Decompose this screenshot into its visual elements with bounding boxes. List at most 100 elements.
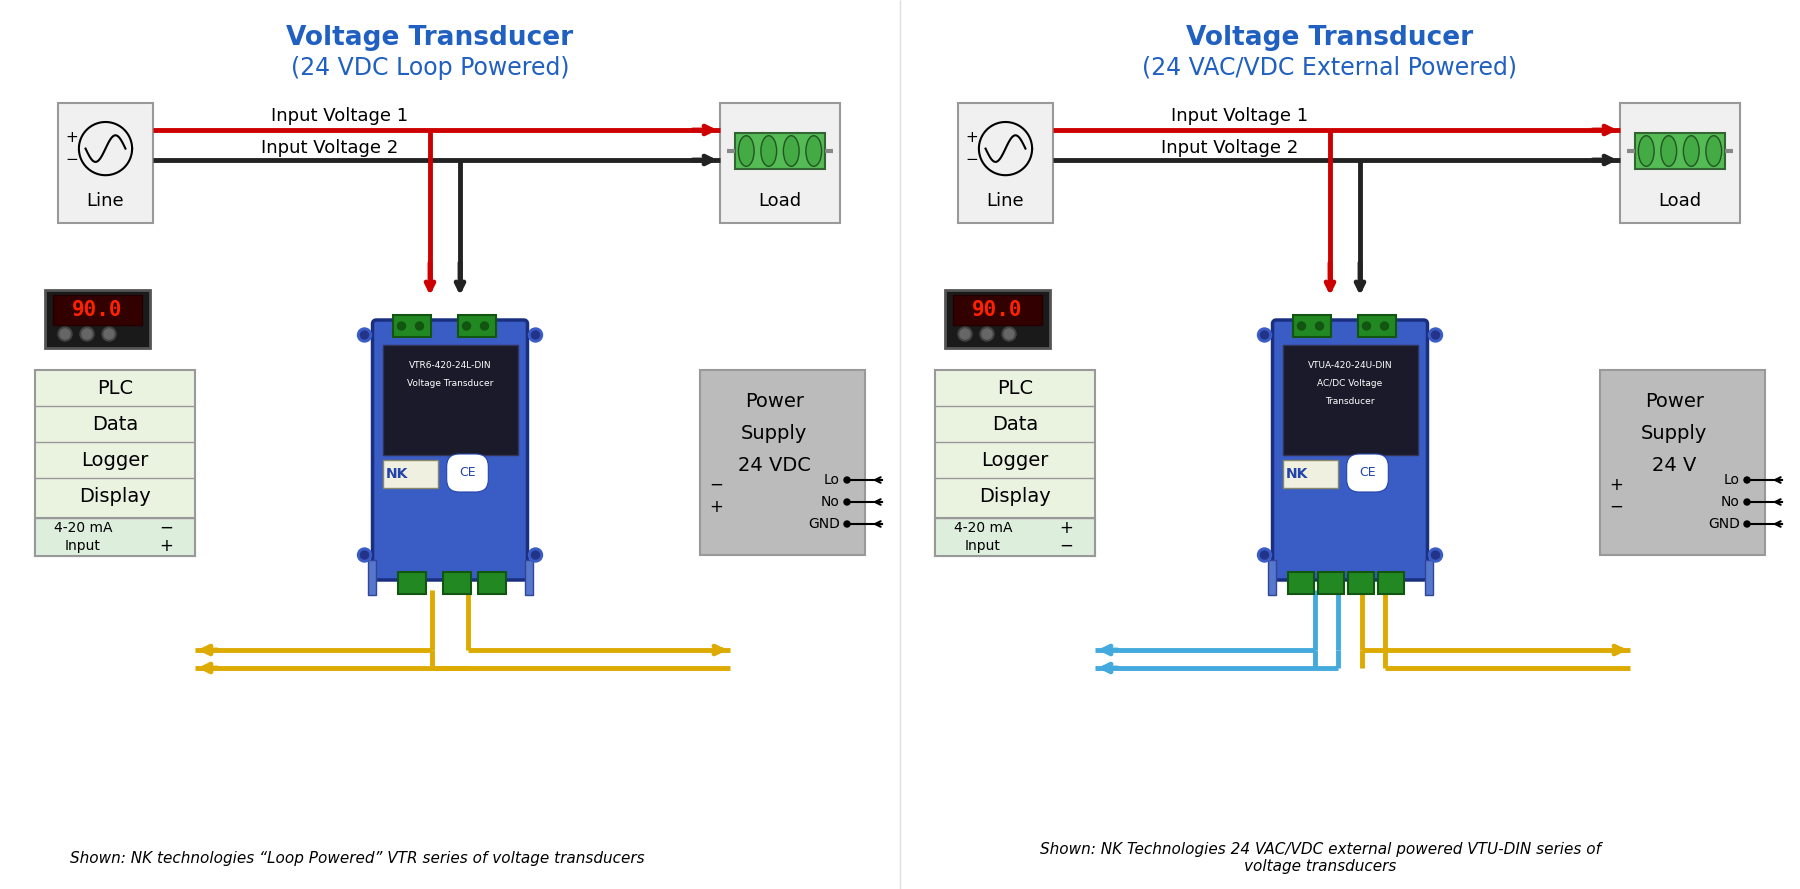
Text: No: No xyxy=(1721,495,1741,509)
Bar xyxy=(952,295,1042,325)
Text: −: − xyxy=(158,519,173,537)
Text: −: − xyxy=(65,152,77,167)
Bar xyxy=(367,560,376,595)
Circle shape xyxy=(59,329,70,339)
Ellipse shape xyxy=(761,136,776,166)
Text: −: − xyxy=(709,476,724,494)
Circle shape xyxy=(1429,328,1442,342)
Text: Shown: NK technologies “Loop Powered” VTR series of voltage transducers: Shown: NK technologies “Loop Powered” VT… xyxy=(70,851,644,866)
Text: +: + xyxy=(965,131,977,146)
Bar xyxy=(1620,103,1741,223)
Text: 4-20 mA: 4-20 mA xyxy=(54,521,112,535)
Text: Lo: Lo xyxy=(1724,473,1741,487)
Text: Line: Line xyxy=(986,192,1024,211)
Text: (24 VDC Loop Powered): (24 VDC Loop Powered) xyxy=(292,56,569,80)
Bar xyxy=(58,103,153,223)
Circle shape xyxy=(959,329,970,339)
Circle shape xyxy=(1316,322,1323,330)
Text: +: + xyxy=(1058,519,1073,537)
Circle shape xyxy=(1258,328,1271,342)
Text: 24 V: 24 V xyxy=(1652,456,1696,475)
Circle shape xyxy=(531,331,540,339)
Circle shape xyxy=(1004,329,1013,339)
Text: No: No xyxy=(821,495,841,509)
Circle shape xyxy=(1260,331,1269,339)
Text: GND: GND xyxy=(1708,517,1741,531)
Bar xyxy=(1267,560,1276,595)
Bar xyxy=(1348,572,1373,594)
Circle shape xyxy=(844,499,850,505)
Text: VTR6-420-24L-DIN: VTR6-420-24L-DIN xyxy=(409,361,491,370)
Bar xyxy=(1292,315,1330,337)
Text: +: + xyxy=(709,498,724,516)
FancyBboxPatch shape xyxy=(1273,320,1427,580)
Circle shape xyxy=(358,328,371,342)
Text: −: − xyxy=(1609,498,1624,516)
Circle shape xyxy=(1381,322,1388,330)
Bar xyxy=(392,315,430,337)
Text: Power: Power xyxy=(1645,392,1705,411)
Circle shape xyxy=(983,329,992,339)
Text: Voltage Transducer: Voltage Transducer xyxy=(407,379,493,388)
Bar xyxy=(1318,572,1343,594)
Bar xyxy=(958,103,1053,223)
Text: GND: GND xyxy=(808,517,841,531)
Bar xyxy=(1357,315,1395,337)
Text: Display: Display xyxy=(79,486,151,506)
Text: 90.0: 90.0 xyxy=(72,300,122,320)
Text: Voltage Transducer: Voltage Transducer xyxy=(1186,25,1474,51)
Bar xyxy=(700,370,866,555)
Circle shape xyxy=(358,548,371,562)
Circle shape xyxy=(1003,327,1015,341)
Text: AC/DC Voltage: AC/DC Voltage xyxy=(1318,379,1382,388)
Bar xyxy=(1282,345,1418,455)
Text: −: − xyxy=(1058,537,1073,555)
Bar xyxy=(34,518,194,556)
Text: NK: NK xyxy=(385,467,407,481)
Circle shape xyxy=(1258,548,1271,562)
Ellipse shape xyxy=(1683,136,1699,166)
Text: CE: CE xyxy=(459,467,475,479)
Text: Input Voltage 1: Input Voltage 1 xyxy=(1172,107,1309,125)
Bar xyxy=(934,518,1094,556)
Circle shape xyxy=(1431,551,1440,559)
Circle shape xyxy=(398,322,405,330)
Circle shape xyxy=(416,322,423,330)
Circle shape xyxy=(360,331,369,339)
Bar xyxy=(45,290,149,348)
Circle shape xyxy=(1260,551,1269,559)
Text: Transducer: Transducer xyxy=(1325,396,1375,405)
Circle shape xyxy=(958,327,972,341)
Circle shape xyxy=(1298,322,1305,330)
Text: Input Voltage 2: Input Voltage 2 xyxy=(1161,139,1298,157)
Circle shape xyxy=(104,329,113,339)
Ellipse shape xyxy=(1706,136,1721,166)
Text: Logger: Logger xyxy=(81,451,149,469)
Circle shape xyxy=(529,548,542,562)
Text: Input: Input xyxy=(65,539,101,553)
Circle shape xyxy=(360,551,369,559)
Bar xyxy=(457,315,495,337)
Text: 4-20 mA: 4-20 mA xyxy=(954,521,1012,535)
Text: Input Voltage 1: Input Voltage 1 xyxy=(272,107,409,125)
Bar xyxy=(1600,370,1766,555)
Circle shape xyxy=(531,551,540,559)
Text: Line: Line xyxy=(86,192,124,211)
Circle shape xyxy=(79,327,94,341)
Text: VTUA-420-24U-DIN: VTUA-420-24U-DIN xyxy=(1307,361,1393,370)
Ellipse shape xyxy=(1661,136,1676,166)
Circle shape xyxy=(844,521,850,527)
Circle shape xyxy=(1744,499,1750,505)
Text: Logger: Logger xyxy=(981,451,1049,469)
Circle shape xyxy=(463,322,470,330)
Circle shape xyxy=(481,322,488,330)
Bar xyxy=(52,295,142,325)
Text: NK: NK xyxy=(1285,467,1307,481)
Bar xyxy=(1424,560,1433,595)
Circle shape xyxy=(103,327,115,341)
Circle shape xyxy=(979,327,994,341)
Text: CE: CE xyxy=(1359,467,1375,479)
Text: 90.0: 90.0 xyxy=(972,300,1022,320)
Circle shape xyxy=(58,327,72,341)
Text: +: + xyxy=(1609,476,1624,494)
